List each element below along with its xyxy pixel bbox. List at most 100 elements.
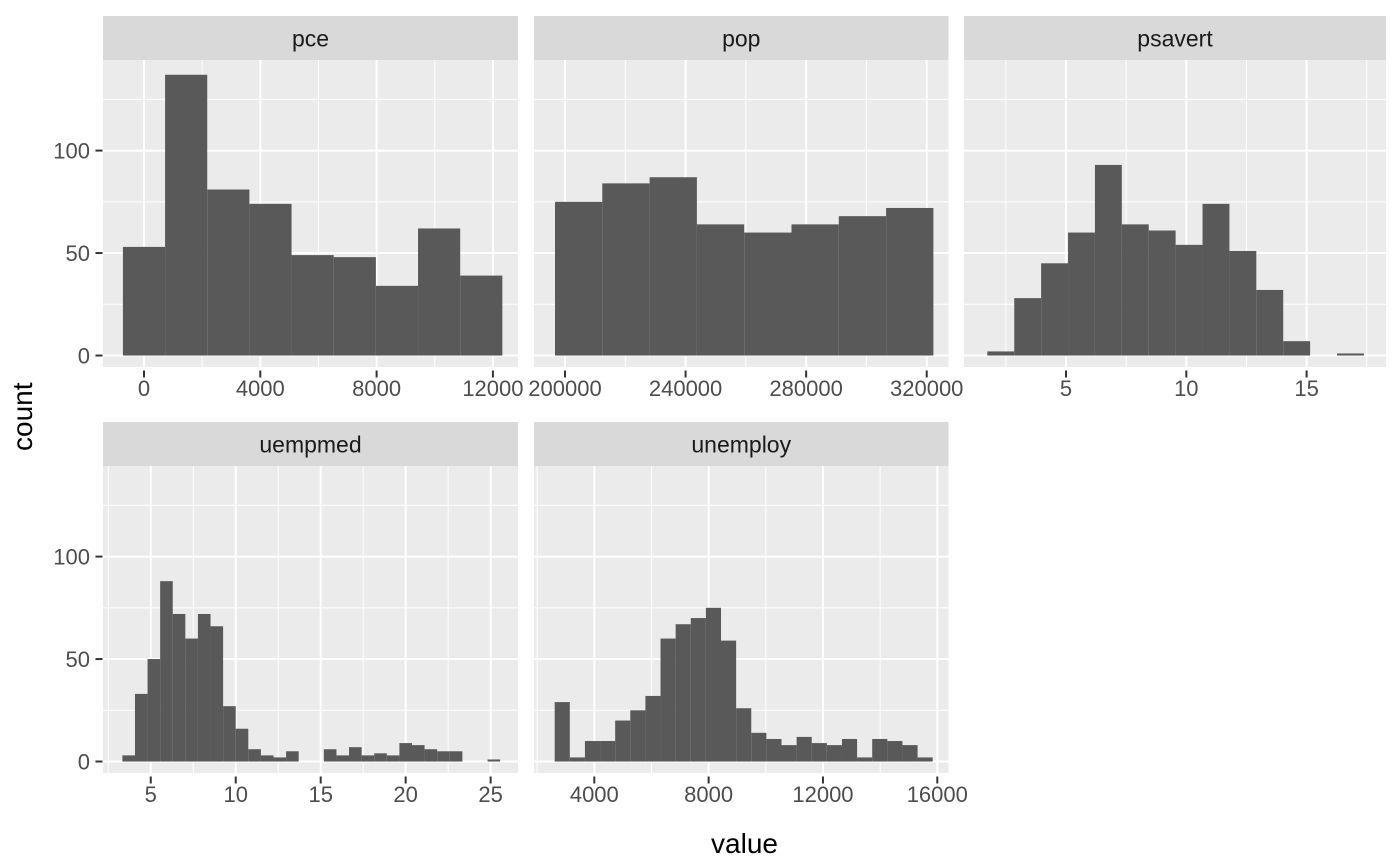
x-tick-label: 5 xyxy=(1060,376,1072,401)
histogram-bar xyxy=(375,285,419,356)
histogram-bar xyxy=(223,706,236,762)
histogram-bar xyxy=(841,738,858,762)
x-tick-label: 10 xyxy=(223,782,247,807)
histogram-bar xyxy=(600,741,616,762)
histogram-bar xyxy=(602,183,650,356)
histogram-bar xyxy=(554,702,570,762)
histogram-bar xyxy=(122,246,166,356)
histogram-bar xyxy=(826,745,842,762)
histogram-bar xyxy=(736,708,752,762)
histogram-bar xyxy=(249,203,292,356)
histogram-bar xyxy=(660,638,676,762)
histogram-bar xyxy=(649,177,697,356)
x-tick-label: 320000 xyxy=(890,376,963,401)
x-tick-label: 16000 xyxy=(907,782,968,807)
histogram-bar xyxy=(207,189,250,356)
x-tick-label: 0 xyxy=(138,376,150,401)
histogram-bar xyxy=(336,755,350,762)
histogram-bar xyxy=(147,659,161,762)
histogram-bar xyxy=(122,755,135,762)
y-tick-label: 50 xyxy=(66,241,90,266)
histogram-bar xyxy=(690,618,706,762)
histogram-bar xyxy=(554,201,603,356)
x-tick-label: 15 xyxy=(1294,376,1318,401)
histogram-bar xyxy=(645,695,661,762)
x-tick-label: 280000 xyxy=(769,376,842,401)
histogram-bar xyxy=(791,224,839,356)
x-tick-label: 12000 xyxy=(462,376,523,401)
x-tick-label: 10 xyxy=(1174,376,1198,401)
histogram-bar xyxy=(185,638,198,762)
x-tick-label: 15 xyxy=(308,782,332,807)
histogram-bar xyxy=(323,749,337,762)
histogram-bar xyxy=(437,751,450,762)
histogram-bar xyxy=(811,743,827,762)
histogram-bar xyxy=(1337,353,1364,356)
y-tick-label: 0 xyxy=(78,343,90,368)
histogram-bar xyxy=(291,255,334,356)
y-axis-title: count xyxy=(7,382,38,452)
histogram-bar xyxy=(260,755,274,762)
histogram-bar xyxy=(1283,341,1311,356)
x-axis-title: value xyxy=(711,828,778,859)
histogram-bar xyxy=(696,224,745,356)
histogram-bar xyxy=(796,736,812,762)
facet-strip-label: unemploy xyxy=(691,431,791,457)
facet-strip xyxy=(103,422,518,466)
y-tick-label: 100 xyxy=(53,545,90,570)
x-tick-label: 4000 xyxy=(236,376,285,401)
x-tick-label: 200000 xyxy=(528,376,601,401)
histogram-bar xyxy=(675,624,691,762)
histogram-bar xyxy=(424,749,438,762)
histogram-bar xyxy=(248,749,261,762)
histogram-bar xyxy=(165,74,208,356)
histogram-bar xyxy=(487,759,501,762)
histogram-bar xyxy=(273,757,287,762)
histogram-bar xyxy=(235,728,249,762)
histogram-bar xyxy=(197,613,211,762)
x-tick-label: 20 xyxy=(393,782,417,807)
facet-strip xyxy=(534,16,949,60)
histogram-bar xyxy=(399,743,413,762)
histogram-bar xyxy=(630,710,646,762)
x-tick-label: 25 xyxy=(478,782,502,807)
histogram-bar xyxy=(374,753,387,762)
histogram-bar xyxy=(1202,203,1230,356)
histogram-bar xyxy=(917,757,933,762)
facet-strip-label: pop xyxy=(722,25,760,51)
histogram-bar xyxy=(766,738,782,762)
x-tick-label: 12000 xyxy=(792,782,853,807)
histogram-bar xyxy=(781,745,797,762)
x-tick-label: 240000 xyxy=(649,376,722,401)
histogram-bar xyxy=(987,351,1015,356)
histogram-bar xyxy=(721,640,737,762)
histogram-bar xyxy=(1014,298,1042,356)
histogram-bar xyxy=(1121,224,1149,356)
histogram-bar xyxy=(569,757,585,762)
histogram-bar xyxy=(838,216,887,356)
histogram-bar xyxy=(1068,232,1095,356)
histogram-bar xyxy=(887,741,903,762)
histogram-bar xyxy=(349,747,362,762)
histogram-bar xyxy=(412,745,425,762)
histogram-bar xyxy=(705,607,722,762)
histogram-bar xyxy=(160,581,173,762)
facet-strip xyxy=(103,16,518,60)
facet-strip xyxy=(964,16,1386,60)
facet-strip-label: pce xyxy=(292,25,329,51)
x-tick-label: 4000 xyxy=(570,782,619,807)
histogram-bar xyxy=(584,741,601,762)
x-tick-label: 5 xyxy=(145,782,157,807)
histogram-bar xyxy=(1094,164,1122,356)
histogram-bar xyxy=(857,757,873,762)
histogram-bar xyxy=(1229,251,1257,356)
x-tick-label: 8000 xyxy=(352,376,401,401)
histogram-bar xyxy=(886,207,934,356)
histogram-bar xyxy=(386,755,400,762)
y-tick-label: 50 xyxy=(66,647,90,672)
histogram-bar xyxy=(172,613,186,762)
histogram-bar xyxy=(460,275,503,356)
histogram-bar xyxy=(1041,263,1069,356)
histogram-bar xyxy=(210,626,224,762)
